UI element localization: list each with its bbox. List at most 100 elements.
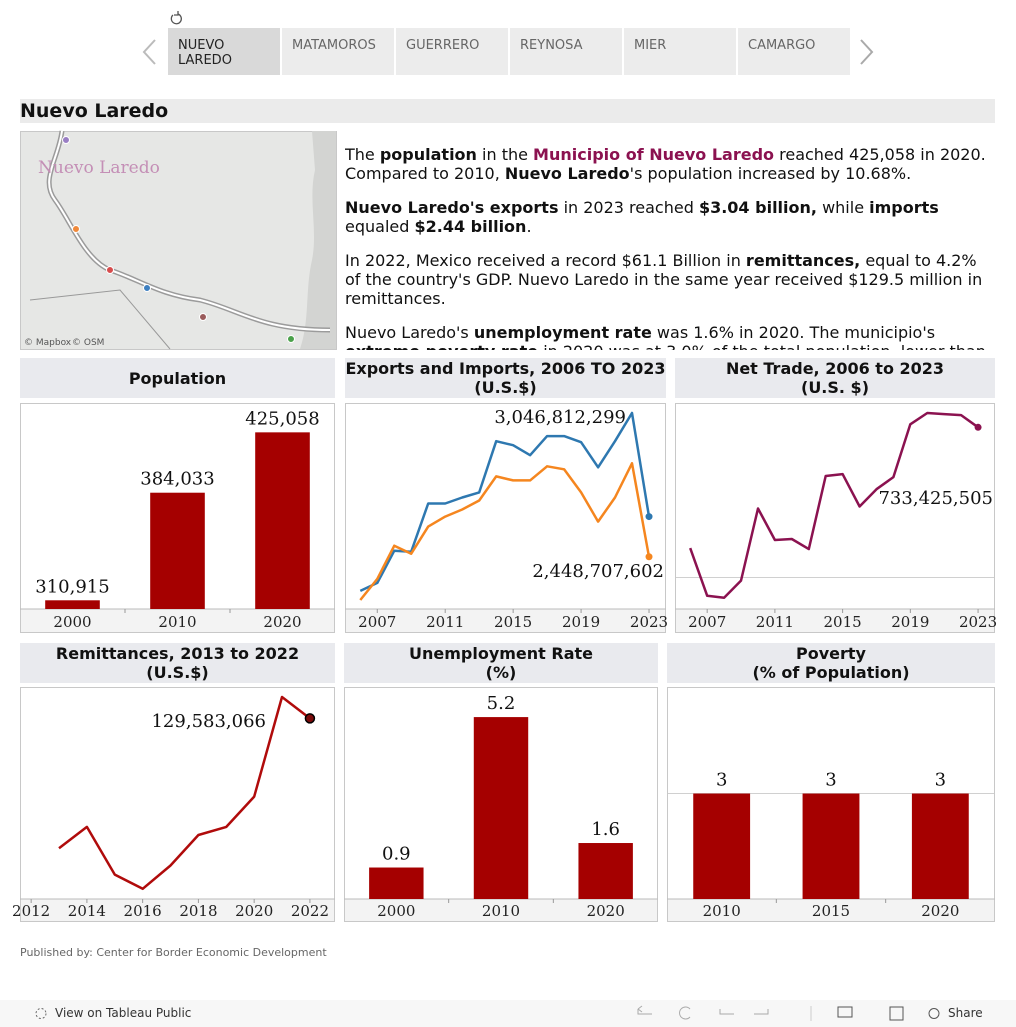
reset-icon[interactable]: [170, 11, 182, 25]
text: equaled: [345, 217, 415, 236]
value-label: 0.9: [382, 844, 411, 865]
x-tick-label: 2015: [824, 613, 862, 631]
text: In 2022, Mexico received a record $61.1 …: [345, 251, 746, 270]
tab[interactable]: NUEVO LAREDO: [168, 28, 280, 75]
toolbar: View on Tableau Public Share: [0, 1000, 1016, 1027]
value-label: 425,058: [245, 408, 319, 429]
value-label: 384,033: [140, 469, 214, 490]
text: in 2023 reached: [558, 198, 699, 217]
value-label: 3: [935, 770, 946, 791]
chart-title-text: Unemployment Rate: [408, 644, 593, 663]
x-tick-label: 2000: [377, 902, 415, 920]
x-tick-label: 2011: [426, 613, 464, 631]
x-tick-label: 2018: [179, 902, 217, 920]
bar: [802, 793, 860, 899]
text: was 1.6% in 2020. The municipio's: [651, 323, 936, 342]
bold-text: unemployment rate: [473, 323, 652, 342]
map-marker[interactable]: [143, 284, 151, 292]
download-icon[interactable]: [837, 1006, 853, 1018]
footer: Published by: Center for Border Economic…: [20, 946, 327, 959]
summary-text: The population in the Municipio of Nuevo…: [345, 145, 997, 350]
share-icon[interactable]: [928, 1008, 940, 1019]
undo-icon[interactable]: [637, 1005, 652, 1015]
x-tick-label: 2014: [68, 902, 106, 920]
map-marker[interactable]: [199, 313, 207, 321]
map: Nuevo Laredo © Mapbox © OSM: [20, 130, 337, 350]
axis-band: [345, 899, 657, 921]
bar: [150, 492, 205, 609]
chart-title: Net Trade, 2006 to 2023 (U.S. $): [675, 358, 995, 398]
x-tick-label: 2022: [291, 902, 329, 920]
view-link[interactable]: View on Tableau Public: [55, 1006, 192, 1020]
tab[interactable]: MIER: [624, 28, 736, 75]
map-marker[interactable]: [287, 335, 295, 343]
bar: [578, 843, 633, 899]
x-tick-label: 2000: [53, 613, 91, 631]
chart-subtitle: (%): [485, 663, 517, 682]
chart-subtitle: (U.S.$): [146, 663, 209, 682]
tableau-icon[interactable]: [35, 1008, 47, 1019]
refresh-icon[interactable]: [754, 1009, 769, 1015]
chart-title: Population: [20, 358, 335, 398]
chart-subtitle: (% of Population): [752, 663, 910, 682]
x-tick-label: 2020: [263, 613, 301, 631]
value-label: 3: [825, 770, 836, 791]
tab[interactable]: MATAMOROS: [282, 28, 394, 75]
chart-title-text: Exports and Imports, 2006 TO 2023: [345, 359, 666, 378]
chart-title: Exports and Imports, 2006 TO 2023 (U.S.$): [345, 358, 666, 398]
plot-frame: [20, 687, 335, 922]
bold-text: $2.44 billion: [414, 217, 527, 236]
chart-subtitle: (U.S. $): [801, 378, 869, 397]
value-label: 3: [716, 770, 727, 791]
tab[interactable]: REYNOSA: [510, 28, 622, 75]
x-tick-label: 2020: [587, 902, 625, 920]
x-tick-label: 2015: [812, 902, 850, 920]
x-tick-label: 2020: [235, 902, 273, 920]
bar: [369, 867, 424, 899]
map-border: [29, 289, 171, 350]
tab[interactable]: CAMARGO: [738, 28, 850, 75]
paragraph: Nuevo Laredo's unemployment rate was 1.6…: [345, 323, 997, 350]
next-arrow[interactable]: [860, 39, 874, 65]
paragraph: In 2022, Mexico received a record $61.1 …: [345, 251, 997, 308]
x-tick-label: 2010: [158, 613, 196, 631]
x-tick-label: 2023: [630, 613, 668, 631]
map-marker[interactable]: [106, 266, 114, 274]
x-tick-label: 2015: [494, 613, 532, 631]
end-point: [304, 713, 316, 724]
tab[interactable]: GUERRERO: [396, 28, 508, 75]
text: equal to 4.2% of the country's GDP. Nuev…: [345, 251, 983, 308]
bar: [45, 600, 100, 609]
axis-band: [676, 609, 994, 632]
x-tick-label: 2020: [921, 902, 959, 920]
map-label: Nuevo Laredo: [38, 158, 160, 178]
map-attribution: © Mapbox: [24, 338, 72, 348]
x-tick-label: 2010: [703, 902, 741, 920]
line: [58, 695, 311, 891]
map-coast: [300, 131, 336, 349]
fullscreen-icon[interactable]: [889, 1006, 904, 1021]
chart-title-text: Net Trade, 2006 to 2023: [725, 359, 945, 378]
chart-title: Remittances, 2013 to 2022 (U.S.$): [20, 643, 335, 683]
share-button[interactable]: Share: [948, 1006, 983, 1020]
value-label: 5.2: [487, 693, 516, 714]
chart-title-text: Population: [128, 368, 227, 388]
x-tick-label: 2019: [891, 613, 929, 631]
bar: [911, 793, 969, 899]
bold-text: population: [379, 145, 477, 164]
map-marker[interactable]: [72, 225, 80, 233]
line: [359, 462, 651, 601]
revert-icon[interactable]: [719, 1009, 734, 1015]
text: in 2020 was at 3.0% of the total populat…: [538, 342, 986, 350]
toolbar-icons: [35, 1005, 940, 1021]
axis-band: [346, 609, 665, 632]
bold-text: $3.04 billion,: [698, 198, 817, 217]
redo-icon[interactable]: [679, 1006, 691, 1020]
bar: [473, 717, 529, 899]
x-tick-label: 2019: [562, 613, 600, 631]
map-marker[interactable]: [62, 136, 70, 144]
x-tick-label: 2012: [12, 902, 50, 920]
bold-text: Municipio of Nuevo Laredo: [533, 145, 775, 164]
prev-arrow[interactable]: [142, 39, 156, 65]
